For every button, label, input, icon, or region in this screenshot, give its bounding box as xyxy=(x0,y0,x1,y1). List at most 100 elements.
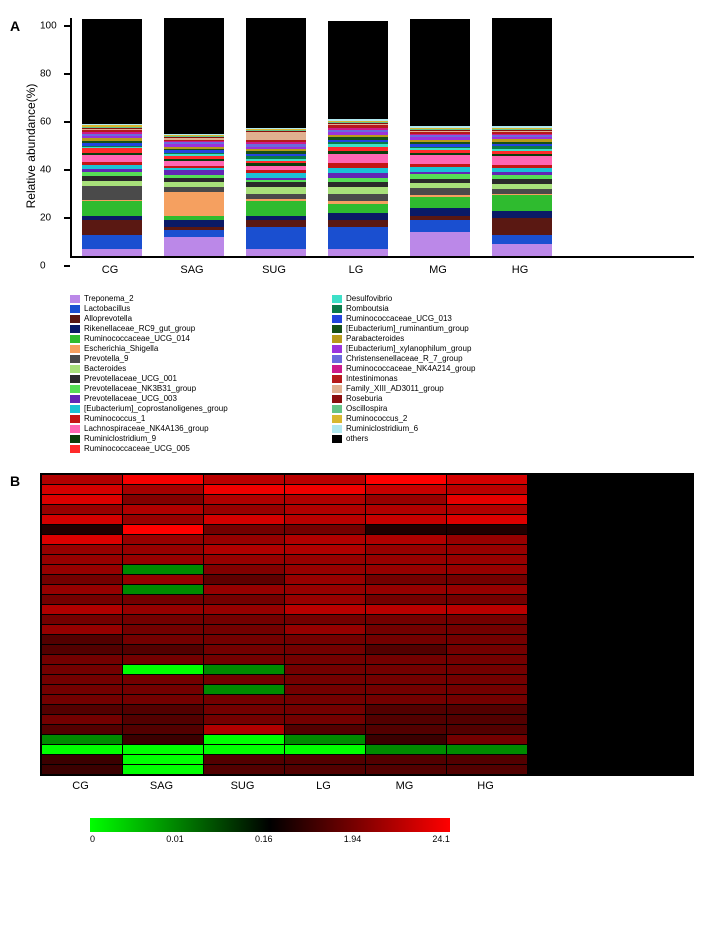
legend-item: Ruminococcaceae_UCG_014 xyxy=(70,334,320,343)
heatmap-cell xyxy=(366,575,446,584)
bar-seg xyxy=(246,220,306,227)
heatmap-row-label: Lactobacillus xyxy=(528,485,654,495)
heatmap-cell xyxy=(42,525,122,534)
heatmap-cell xyxy=(366,725,446,734)
heatmap-cell xyxy=(285,485,365,494)
colorbar-tick: 1.94 xyxy=(344,834,362,844)
legend-item: [Eubacterium]_coprostanoligenes_group xyxy=(70,404,320,413)
legend-item: Ruminiclostridium_9 xyxy=(70,434,320,443)
legend-item: Oscillospira xyxy=(332,404,582,413)
heatmap-row-label: Ruminococcaceae_NK4A214_group xyxy=(528,705,654,715)
bar-seg xyxy=(492,18,552,126)
heatmap-cell xyxy=(42,505,122,514)
legend-label: Ruminococcaceae_UCG_005 xyxy=(84,444,190,453)
heatmap-row-label: Parabacteroides xyxy=(528,675,654,685)
legend-item: Romboutsia xyxy=(332,304,582,313)
legend-label: Ruminococcus_1 xyxy=(84,414,145,423)
bar-seg xyxy=(246,201,306,215)
bar-seg xyxy=(164,237,224,256)
heatmap-row-label: Alloprevotella xyxy=(528,495,654,505)
bar-seg xyxy=(246,18,306,127)
heatmap-cell xyxy=(285,505,365,514)
heatmap-cell xyxy=(366,765,446,774)
heatmap-cell xyxy=(447,545,527,554)
heatmap-cell xyxy=(42,605,122,614)
heatmap-cell xyxy=(285,745,365,754)
bar-seg xyxy=(164,230,224,237)
heatmap-cell xyxy=(447,745,527,754)
heatmap-cell xyxy=(123,655,203,664)
legend-item: Lachnospiraceae_NK4A136_group xyxy=(70,424,320,433)
legend-label: Ruminiclostridium_9 xyxy=(84,434,156,443)
bar-x-labels: CGSAGSUGLGMGHG xyxy=(80,264,694,276)
heatmap-cell xyxy=(123,635,203,644)
legend-swatch xyxy=(332,365,342,373)
bar-seg xyxy=(328,227,388,248)
heatmap-cell xyxy=(285,735,365,744)
legend-swatch xyxy=(70,295,80,303)
heatmap-cell xyxy=(285,705,365,714)
heatmap-cell xyxy=(285,545,365,554)
heatmap-cell xyxy=(447,755,527,764)
bar-seg xyxy=(82,201,142,215)
x-label: SAG xyxy=(162,264,222,276)
heatmap-cell xyxy=(123,595,203,604)
heatmap-cell xyxy=(285,495,365,504)
legend-item: [Eubacterium]_xylanophilum_group xyxy=(332,344,582,353)
heatmap-cell xyxy=(42,745,122,754)
heatmap-cell xyxy=(123,725,203,734)
heatmap-cell xyxy=(123,705,203,714)
legend-swatch xyxy=(332,315,342,323)
heatmap-cell xyxy=(366,685,446,694)
bar-seg xyxy=(82,19,142,124)
colorbar-ticks: 00.010.161.9424.1 xyxy=(90,834,450,844)
legend-item: Ruminococcaceae_NK4A214_group xyxy=(332,364,582,373)
heatmap-cell xyxy=(42,545,122,554)
heatmap-cell xyxy=(123,505,203,514)
heatmap-cell xyxy=(204,655,284,664)
heatmap-cell xyxy=(204,715,284,724)
heatmap-cell xyxy=(204,515,284,524)
legend-swatch xyxy=(70,385,80,393)
legend-swatch xyxy=(70,315,80,323)
heatmap-row-label: Rikenellaceae_RC9_gut_group xyxy=(528,505,654,515)
legend-swatch xyxy=(332,435,342,443)
legend-item: others xyxy=(332,434,582,443)
heatmap-cell xyxy=(42,615,122,624)
colorbar-gradient xyxy=(90,818,450,832)
legend-swatch xyxy=(332,335,342,343)
legend-label: Prevotella_9 xyxy=(84,354,128,363)
colorbar-tick: 0.16 xyxy=(255,834,273,844)
bar-seg xyxy=(410,188,470,195)
legend-swatch xyxy=(70,425,80,433)
heatmap-cell xyxy=(447,635,527,644)
legend-swatch xyxy=(70,405,80,413)
heatmap-cell xyxy=(366,505,446,514)
legend-swatch xyxy=(70,415,80,423)
heatmap-cell xyxy=(447,685,527,694)
heatmap-cell xyxy=(447,535,527,544)
legend-swatch xyxy=(70,325,80,333)
heatmap-cell xyxy=(366,665,446,674)
heatmap-cell xyxy=(366,535,446,544)
heatmap-cell xyxy=(204,735,284,744)
heatmap-cell xyxy=(204,625,284,634)
heatmap-cell xyxy=(366,745,446,754)
bar-CG xyxy=(82,18,142,256)
heatmap-cell xyxy=(366,525,446,534)
bar-seg xyxy=(492,235,552,244)
heatmap-x-label: HG xyxy=(445,780,526,792)
heatmap-cell xyxy=(42,585,122,594)
bar-seg xyxy=(410,220,470,232)
legend-item: Ruminococcus_1 xyxy=(70,414,320,423)
legend-label: Escherichia_Shigella xyxy=(84,344,158,353)
heatmap-cell xyxy=(42,725,122,734)
legend-label: Desulfovibrio xyxy=(346,294,392,303)
legend-label: Rikenellaceae_RC9_gut_group xyxy=(84,324,195,333)
heatmap-cell xyxy=(123,685,203,694)
heatmap-cell xyxy=(42,575,122,584)
legend-label: Lactobacillus xyxy=(84,304,130,313)
heatmap-row-labels: Treponema_2LactobacillusAlloprevotellaRi… xyxy=(528,475,654,775)
x-label: MG xyxy=(408,264,468,276)
bar-seg xyxy=(246,227,306,248)
